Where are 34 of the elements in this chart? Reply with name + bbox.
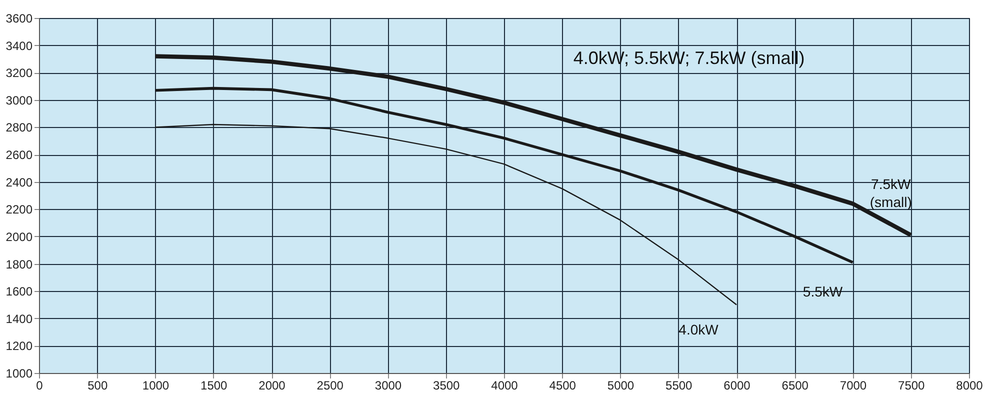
- y-tick-label: 2000: [6, 230, 33, 244]
- y-tick-label: 1600: [6, 284, 33, 299]
- x-tick-label: 5500: [666, 378, 693, 392]
- line-series: [154, 124, 738, 306]
- x-tick-label: 7500: [898, 378, 926, 392]
- y-tick-label: 2200: [6, 202, 33, 217]
- y-tick-label: 3200: [6, 66, 33, 80]
- y-tick-label: 2400: [6, 175, 33, 190]
- y-tick-label: 1400: [6, 312, 33, 326]
- y-tick-label: 1800: [6, 257, 33, 272]
- x-tick-label: 7000: [840, 378, 867, 392]
- y-tick-label: 2800: [6, 120, 33, 135]
- y-tick-label: 2600: [6, 148, 33, 162]
- x-tick-label: 2500: [316, 378, 344, 392]
- y-tick-label: 1200: [6, 339, 33, 354]
- x-tick-label: 6000: [724, 378, 751, 392]
- y-tick-label: 3400: [6, 38, 33, 53]
- x-tick-label: 1000: [142, 378, 170, 392]
- x-tick-label: 3000: [374, 378, 402, 392]
- x-tick-label: 6500: [782, 378, 809, 392]
- x-tick-label: 500: [88, 378, 108, 392]
- x-tick-label: 0: [36, 378, 44, 392]
- x-tick-label: 1500: [200, 378, 228, 392]
- line-series: [154, 86, 854, 264]
- y-tick-label: 3600: [6, 12, 33, 26]
- series-label: 4.0kW: [678, 322, 720, 338]
- y-tick-label: 1000: [6, 366, 33, 380]
- x-tick-label: 8000: [956, 378, 984, 392]
- x-tick-label: 3500: [433, 378, 460, 392]
- x-tick-label: 5000: [607, 378, 634, 392]
- x-tick-label: 2000: [258, 378, 286, 392]
- x-tick-label: 4000: [491, 378, 518, 392]
- y-tick-label: 3000: [6, 93, 33, 108]
- x-tick-label: 4500: [549, 378, 576, 392]
